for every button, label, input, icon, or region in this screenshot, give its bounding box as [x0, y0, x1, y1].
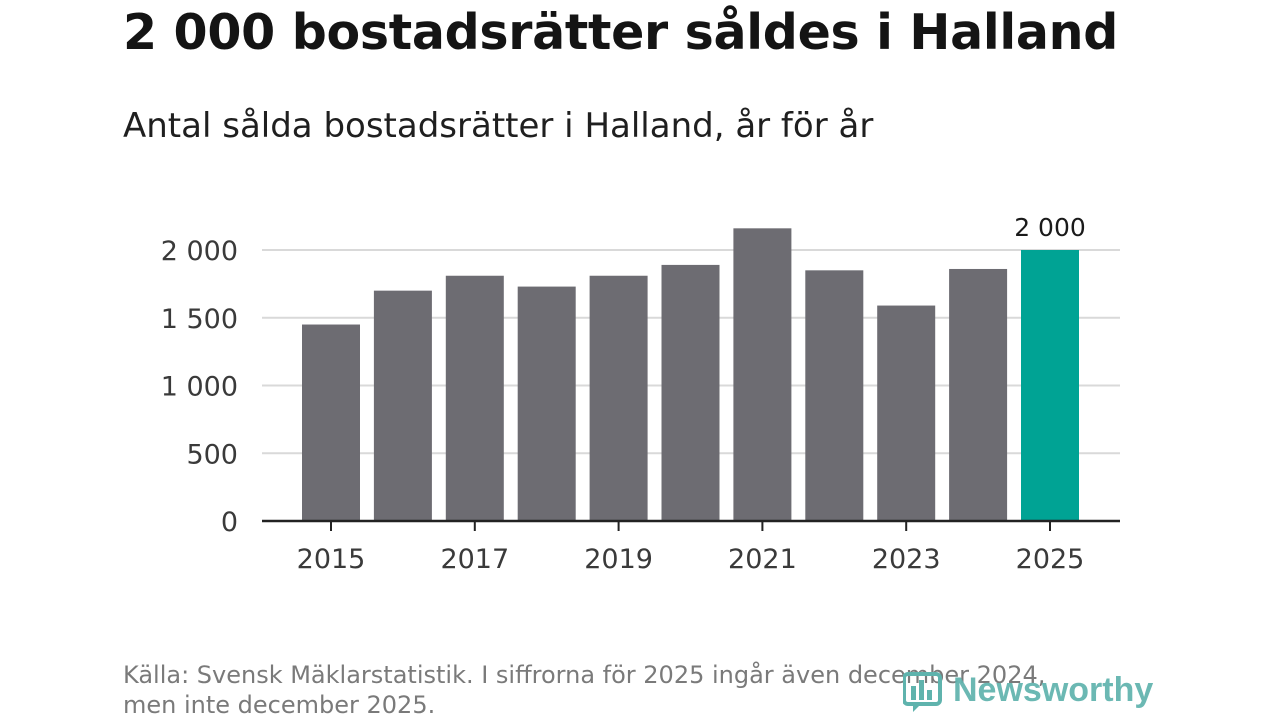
- x-tick-label: 2023: [872, 544, 941, 575]
- x-tick-label: 2025: [1016, 544, 1085, 575]
- y-tick-label: 500: [186, 439, 238, 470]
- source-line-2: men inte december 2025.: [123, 691, 436, 719]
- source-note: Källa: Svensk Mäklarstatistik. I siffror…: [123, 660, 1123, 720]
- bar: [589, 275, 648, 521]
- bar: [1021, 250, 1079, 521]
- y-tick-label: 1 500: [161, 304, 238, 335]
- bar: [661, 264, 720, 521]
- chart-title: 2 000 bostadsrätter såldes i Halland: [123, 4, 1118, 61]
- bar-chart-icon: [903, 672, 942, 712]
- bar: [302, 324, 360, 521]
- x-tick-label: 2019: [584, 544, 653, 575]
- bar: [445, 275, 504, 521]
- source-line-1: Källa: Svensk Mäklarstatistik. I siffror…: [123, 661, 1046, 689]
- x-tick-label: 2015: [297, 544, 366, 575]
- bar: [733, 228, 792, 521]
- y-tick-label: 1 000: [161, 372, 238, 403]
- x-tick-label: 2017: [440, 544, 509, 575]
- chart-subtitle: Antal sålda bostadsrätter i Halland, år …: [123, 106, 874, 146]
- y-tick-label: 0: [221, 507, 238, 538]
- bar: [949, 268, 1008, 521]
- x-tick-label: 2021: [728, 544, 797, 575]
- newsworthy-logo: Newsworthy: [903, 668, 1153, 712]
- bar: [517, 286, 576, 521]
- bar: [805, 270, 864, 521]
- y-tick-label: 2 000: [161, 236, 238, 267]
- bar-chart: 0 500 1 000 1 500 2 000 2015 2017 2019 2021 2023 2…: [161, 213, 1120, 575]
- bar: [373, 290, 432, 521]
- bar: [877, 305, 936, 521]
- logo-text: Newsworthy: [953, 670, 1154, 709]
- data-label: 2 000: [1014, 213, 1086, 242]
